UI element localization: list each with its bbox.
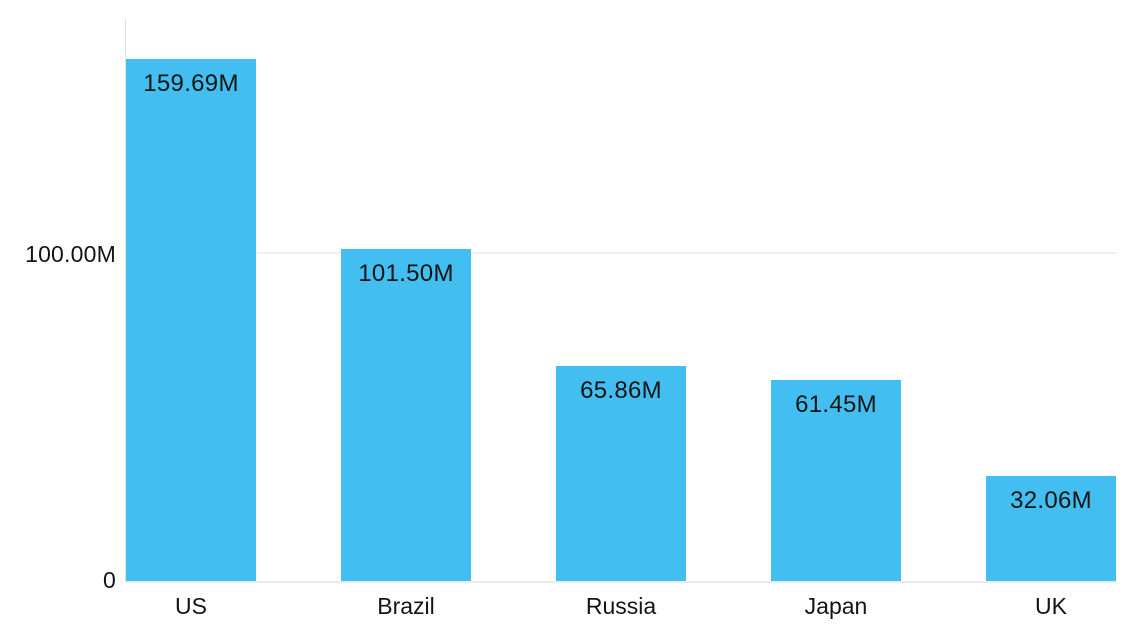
- y-tick-label-0: 0: [103, 567, 116, 593]
- bar-value-label: 159.69M: [143, 70, 239, 97]
- bar-value-label: 101.50M: [358, 260, 454, 287]
- x-axis-line: [126, 581, 1117, 583]
- x-category-label-brazil: Brazil: [377, 593, 435, 619]
- bar-value-label: 65.86M: [580, 377, 662, 404]
- bar-japan[interactable]: 61.45M: [771, 380, 901, 581]
- y-axis-line: [125, 18, 126, 582]
- bar-value-label: 32.06M: [1010, 487, 1092, 514]
- y-tick-label-100m: 100.00M: [25, 241, 116, 267]
- bar-uk[interactable]: 32.06M: [986, 476, 1116, 581]
- x-category-label-uk: UK: [1035, 593, 1067, 619]
- bar-us[interactable]: 159.69M: [126, 59, 256, 581]
- bar-brazil[interactable]: 101.50M: [341, 249, 471, 581]
- gridline-100m: [126, 252, 1117, 254]
- bar-value-label: 61.45M: [795, 391, 877, 418]
- x-category-label-japan: Japan: [804, 593, 868, 619]
- x-category-label-russia: Russia: [585, 593, 657, 619]
- x-category-label-us: US: [175, 593, 207, 619]
- bar-russia[interactable]: 65.86M: [556, 366, 686, 581]
